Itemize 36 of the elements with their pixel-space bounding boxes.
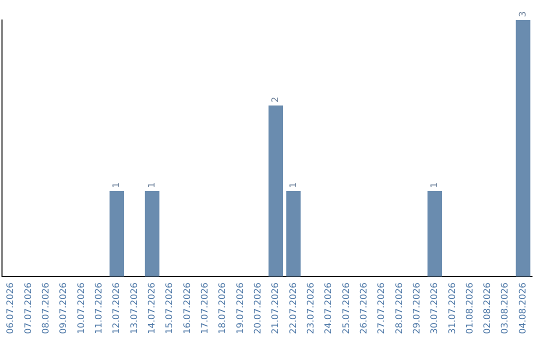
data-label: 1 xyxy=(147,182,158,188)
x-tick-label: 31.07.2026 xyxy=(448,282,458,334)
x-tick-label: 15.07.2026 xyxy=(165,282,176,334)
x-tick-label: 09.07.2026 xyxy=(59,282,70,334)
x-tick-label: 01.08.2026 xyxy=(465,282,476,334)
x-tick-label: 25.07.2026 xyxy=(342,282,352,334)
x-tick-label: 12.07.2026 xyxy=(112,282,122,334)
x-tick-label: 14.07.2026 xyxy=(147,282,158,334)
x-tick-label: 04.08.2026 xyxy=(518,282,528,334)
x-tick-label: 26.07.2026 xyxy=(359,282,370,334)
x-tick-label: 19.07.2026 xyxy=(236,282,246,334)
x-tick-label: 24.07.2026 xyxy=(324,282,334,334)
data-label: 3 xyxy=(518,11,528,17)
x-tick-label: 13.07.2026 xyxy=(130,282,140,334)
x-tick-label: 11.07.2026 xyxy=(94,282,104,334)
x-tick-label: 20.07.2026 xyxy=(253,282,264,334)
x-tick-label: 03.08.2026 xyxy=(500,282,511,334)
x-tick-label: 27.07.2026 xyxy=(377,282,388,334)
x-tick-label: 18.07.2026 xyxy=(218,282,228,334)
x-tick-label: 17.07.2026 xyxy=(200,282,210,334)
x-tick-label: 21.07.2026 xyxy=(271,282,282,334)
x-tick-label: 30.07.2026 xyxy=(430,282,440,334)
x-tick-label: 10.07.2026 xyxy=(76,282,87,334)
x-tick-label: 06.07.2026 xyxy=(6,282,16,334)
x-tick-label: 02.08.2026 xyxy=(483,282,494,334)
x-tick-label: 08.07.2026 xyxy=(42,282,52,334)
data-label: 1 xyxy=(288,182,299,188)
x-tick-label: 16.07.2026 xyxy=(182,282,193,334)
x-tick-label: 23.07.2026 xyxy=(306,282,316,334)
data-label: 1 xyxy=(430,182,440,188)
data-label: 2 xyxy=(271,96,282,102)
x-tick-label: 07.07.2026 xyxy=(24,282,34,334)
data-label: 1 xyxy=(112,182,122,188)
x-tick-label: 28.07.2026 xyxy=(394,282,405,334)
x-tick-label: 29.07.2026 xyxy=(412,282,422,334)
x-tick-label: 22.07.2026 xyxy=(288,282,299,334)
